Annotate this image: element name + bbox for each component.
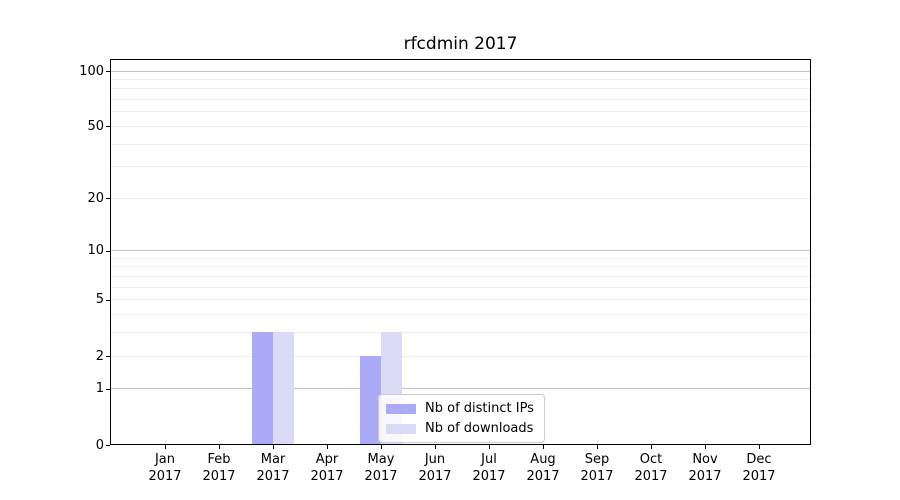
x-tick-mark: [651, 445, 652, 449]
gridline-major: [111, 250, 810, 252]
y-tick-mark: [106, 299, 110, 301]
gridline-minor: [111, 143, 810, 145]
legend-item: Nb of downloads: [386, 421, 534, 436]
x-tick-mark: [435, 445, 436, 449]
y-tick-label: 100: [79, 63, 104, 79]
gridline-minor: [111, 166, 810, 168]
y-tick-mark: [106, 126, 110, 128]
x-tick-mark: [327, 445, 328, 449]
legend-swatch-downloads: [386, 423, 416, 434]
x-tick-label: Aug 2017: [526, 452, 560, 484]
y-tick-label: 10: [87, 243, 104, 259]
legend-swatch-distinct-ips: [386, 403, 416, 414]
bar-nb-of-distinct-ips: [359, 355, 381, 444]
gridline-minor: [111, 125, 810, 127]
y-tick-mark: [106, 356, 110, 357]
y-tick-mark: [106, 445, 110, 446]
x-tick-mark: [273, 445, 274, 449]
bar-nb-of-downloads: [273, 332, 295, 444]
y-tick-mark: [106, 71, 110, 72]
y-tick-label: 1: [95, 381, 104, 397]
x-tick-label: Nov 2017: [688, 452, 722, 484]
x-tick-mark: [489, 445, 490, 449]
legend-label: Nb of distinct IPs: [425, 401, 534, 416]
x-tick-label: Feb 2017: [202, 452, 236, 484]
gridline-minor: [111, 197, 810, 199]
y-tick-mark: [106, 250, 110, 252]
gridline-minor: [111, 99, 810, 101]
y-tick-label: 0: [95, 437, 104, 453]
x-tick-label: May 2017: [364, 452, 398, 484]
y-tick-mark: [106, 198, 110, 200]
x-tick-label: Apr 2017: [310, 452, 344, 484]
gridline-minor: [111, 332, 810, 334]
x-tick-mark: [165, 445, 166, 449]
chart-title: rfcdmin 2017: [403, 34, 518, 54]
legend-label: Nb of downloads: [425, 421, 534, 436]
gridline-minor: [111, 111, 810, 113]
gridline-major: [111, 70, 810, 72]
x-tick-mark: [543, 445, 544, 449]
y-tick-label: 50: [87, 118, 104, 134]
x-tick-mark: [705, 445, 706, 449]
gridline-minor: [111, 257, 810, 259]
gridline-minor: [111, 355, 810, 357]
gridline-minor: [111, 78, 810, 80]
gridline-major: [111, 388, 810, 390]
x-tick-label: Sep 2017: [580, 452, 614, 484]
y-tick-label: 20: [87, 190, 104, 206]
legend: Nb of distinct IPs Nb of downloads: [378, 394, 545, 443]
x-tick-mark: [759, 445, 760, 449]
y-tick-label: 2: [95, 348, 104, 364]
x-tick-label: Jun 2017: [418, 452, 452, 484]
gridline-minor: [111, 286, 810, 288]
x-tick-mark: [381, 445, 382, 449]
x-tick-label: Oct 2017: [634, 452, 668, 484]
x-tick-label: Jul 2017: [472, 452, 506, 484]
legend-item: Nb of distinct IPs: [386, 401, 534, 416]
plot-area: [110, 59, 811, 445]
x-tick-label: Jan 2017: [148, 452, 182, 484]
gridline-minor: [111, 314, 810, 316]
gridline-minor: [111, 266, 810, 268]
bar-nb-of-distinct-ips: [251, 332, 273, 444]
x-tick-mark: [597, 445, 598, 449]
gridline-minor: [111, 88, 810, 90]
gridline-minor: [111, 276, 810, 277]
x-tick-label: Dec 2017: [742, 452, 776, 484]
gridline-minor: [111, 299, 810, 301]
y-tick-mark: [106, 388, 110, 390]
y-tick-label: 5: [95, 292, 104, 308]
x-tick-label: Mar 2017: [256, 452, 290, 484]
x-tick-mark: [219, 445, 220, 449]
